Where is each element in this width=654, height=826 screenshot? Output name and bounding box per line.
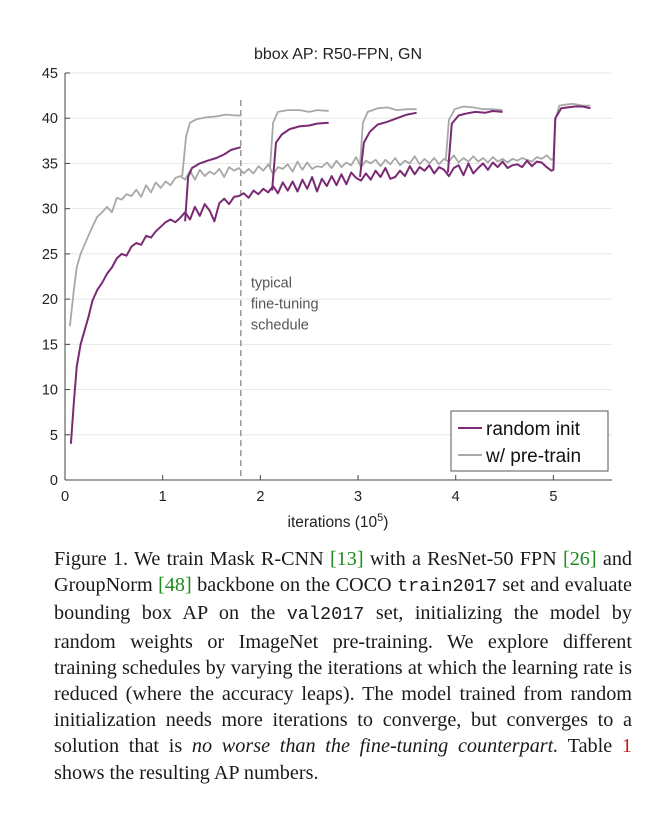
legend-label: w/ pre-train [485,446,581,467]
annotation-line: fine-tuning [251,296,319,312]
y-ticks: 0 5 10 15 20 25 30 35 40 45 [42,66,70,489]
y-tick-label: 5 [50,428,58,444]
figure-label: Figure 1. [54,548,129,570]
x-tick-label: 1 [159,489,167,505]
x-tick-label: 4 [452,489,460,505]
x-tick-label: 5 [549,489,557,505]
y-tick-label: 45 [42,66,58,82]
table-link[interactable]: 1 [621,735,633,758]
chart-title: bbox AP: R50-FPN, GN [254,46,422,63]
series-lines [69,102,591,444]
y-tick-label: 40 [42,111,58,127]
pretrain-line [269,109,329,168]
x-tick-label: 2 [256,489,264,505]
random-init-line [69,105,591,444]
random-init-line [271,121,329,191]
random-init-line [359,111,417,178]
pretrain-line [359,106,417,166]
pretrain-line [181,113,241,177]
citation-link[interactable]: [13] [329,548,364,570]
x-ticks: 0 1 2 3 4 5 [61,475,557,505]
ap-chart: bbox AP: R50-FPN, GN 051015202530354045 … [42,46,612,531]
y-tick-label: 10 [42,383,58,399]
dataset-name: val2017 [286,604,365,626]
citation-link[interactable]: [48] [158,574,192,597]
pretrain-line [445,105,503,159]
annotation-line: schedule [251,317,309,333]
emphasis-text: no worse than the fine-tuning counterpar… [191,735,559,758]
legend-box [450,410,609,472]
pretrain-line [69,102,591,327]
y-tick-label: 30 [42,202,58,218]
fine-tuning-annotation: typical fine-tuning schedule [251,275,319,333]
y-tick-label: 35 [42,156,58,172]
x-tick-label: 3 [354,489,362,505]
x-tick-label: 0 [61,489,69,505]
random-init-line [446,110,503,173]
dataset-name: train2017 [397,576,497,598]
annotation-line: typical [251,275,292,291]
legend: random init w/ pre-train [450,410,609,472]
random-init-line [184,146,242,222]
y-tick-label: 20 [42,292,58,308]
grid-lines [65,72,612,436]
y-tick-label: 25 [42,247,58,263]
y-tick-label: 15 [42,337,58,353]
y-tick-label: 0 [50,473,58,489]
legend-label: random init [486,419,581,440]
citation-link[interactable]: [26] [562,548,597,570]
figure-caption: Figure 1. We train Mask R-CNN [13] with … [54,548,633,784]
x-axis-label: iterations (105) [288,512,389,531]
